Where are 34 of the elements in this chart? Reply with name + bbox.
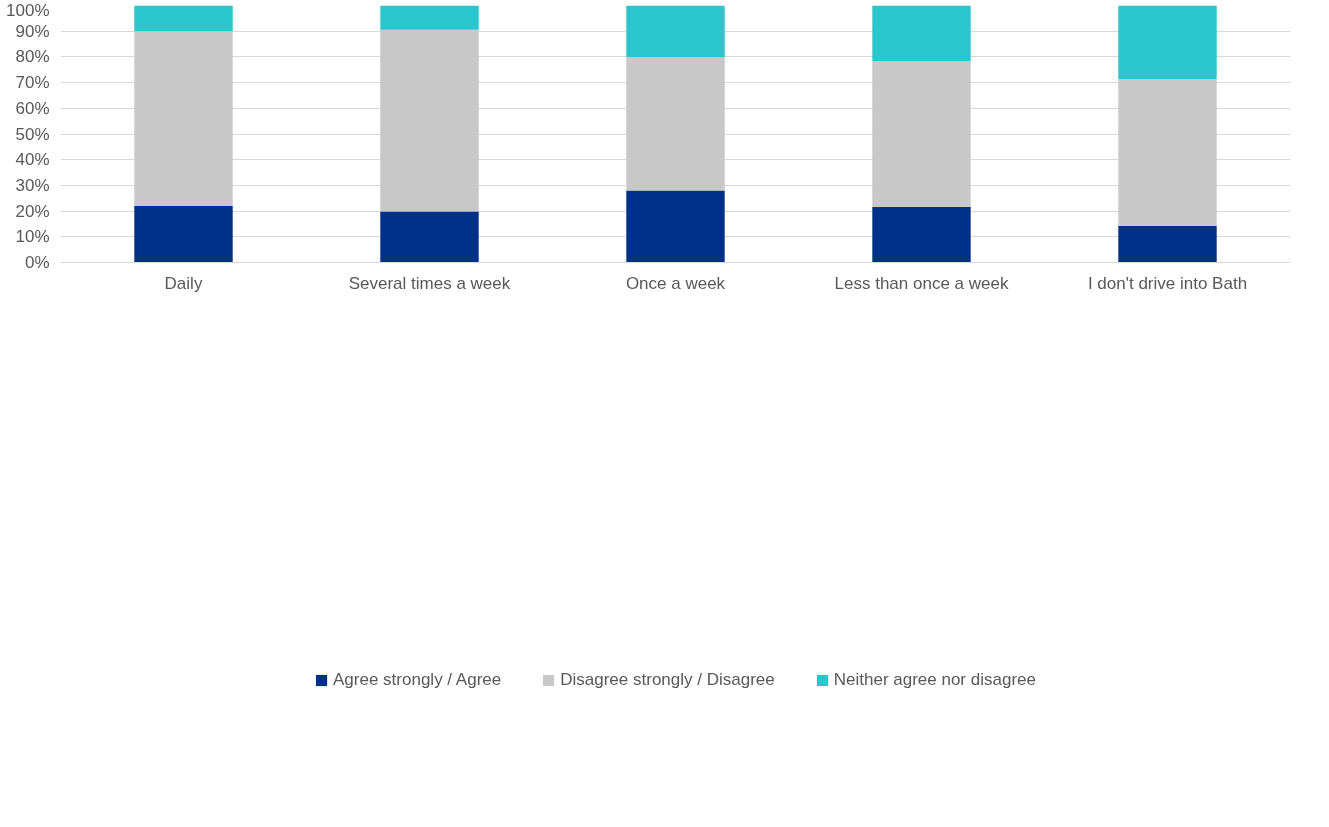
- x-tick-label: Daily: [164, 273, 203, 293]
- bar: [134, 5, 233, 32]
- bar: [1118, 79, 1217, 226]
- y-tick-label: 100%: [6, 0, 50, 20]
- bar: [872, 5, 971, 62]
- legend-label: Disagree strongly / Disagree: [560, 670, 775, 690]
- bar: [872, 61, 971, 207]
- bar: [380, 29, 479, 212]
- y-tick-label: 60%: [15, 98, 50, 118]
- bar: [380, 5, 479, 30]
- bar: [380, 211, 479, 263]
- x-tick-label: Less than once a week: [834, 273, 1009, 293]
- y-tick-label: 80%: [15, 47, 50, 67]
- y-tick-label: 0%: [24, 253, 50, 272]
- bar: [1118, 5, 1217, 79]
- y-tick-label: 10%: [15, 227, 50, 247]
- x-tick-label: Several times a week: [348, 273, 511, 293]
- bar: [872, 206, 971, 263]
- y-tick-label: 70%: [15, 73, 50, 93]
- y-tick-label: 20%: [15, 201, 50, 221]
- x-tick-label: I don't drive into Bath: [1087, 273, 1248, 293]
- x-tick-label: Once a week: [625, 273, 726, 293]
- bar: [134, 31, 233, 206]
- legend-label: Neither agree nor disagree: [833, 670, 1036, 690]
- bar: [626, 5, 725, 57]
- y-tick-label: 90%: [15, 21, 50, 41]
- bar: [1118, 225, 1217, 263]
- bar: [626, 56, 725, 191]
- y-tick-label: 50%: [15, 124, 50, 144]
- legend-label: Agree strongly / Agree: [333, 670, 502, 690]
- bar: [134, 205, 233, 263]
- bar: [626, 190, 725, 263]
- y-tick-label: 40%: [15, 150, 50, 170]
- y-tick-label: 30%: [15, 175, 50, 195]
